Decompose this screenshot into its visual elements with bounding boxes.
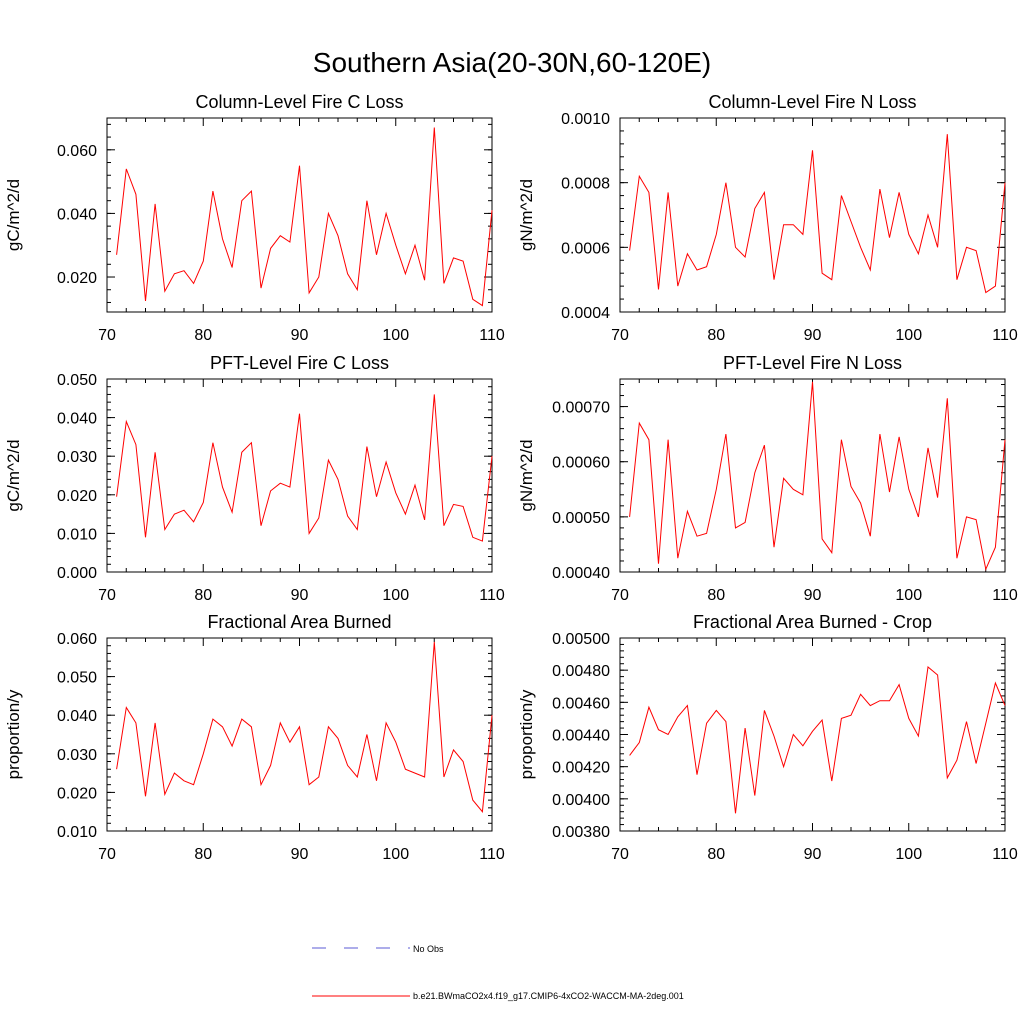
panel-title: Fractional Area Burned - Crop <box>693 612 932 632</box>
x-tick-label: 110 <box>992 327 1018 344</box>
panel-2: Column-Level Fire N Loss gN/m^2/d 70 80 90 10… <box>517 92 1018 344</box>
y-tick-label: 0.00480 <box>552 663 610 680</box>
x-tick-label: 80 <box>194 587 212 604</box>
panel-1: Column-Level Fire C Loss gC/m^2/d 70 80 90 10… <box>4 92 505 344</box>
legend-obs-label: No Obs <box>413 944 444 954</box>
y-tick-label: 0.060 <box>57 631 97 648</box>
series-line <box>116 394 493 542</box>
x-tick-label: 100 <box>382 846 409 863</box>
y-tick-label: 0.00050 <box>552 510 610 527</box>
y-tick-label: 0.050 <box>57 670 97 687</box>
y-tick-label: 0.020 <box>57 488 97 505</box>
panel-title: Column-Level Fire N Loss <box>708 92 916 112</box>
y-tick-label: 0.020 <box>57 270 97 287</box>
y-tick-label: 0.0010 <box>561 111 610 128</box>
x-tick-label: 110 <box>479 327 505 344</box>
y-tick-label: 0.010 <box>57 824 97 841</box>
y-tick-label: 0.00440 <box>552 728 610 745</box>
x-tick-label: 70 <box>611 327 629 344</box>
y-tick-label: 0.040 <box>57 206 97 223</box>
y-tick-label: 0.010 <box>57 526 97 543</box>
plot-frame <box>106 378 493 573</box>
plot-frame <box>619 378 1006 573</box>
series-line <box>629 666 1006 814</box>
x-tick-label: 90 <box>291 327 309 344</box>
x-tick-label: 100 <box>895 846 922 863</box>
x-tick-label: 110 <box>992 587 1018 604</box>
panel-title: Column-Level Fire C Loss <box>195 92 403 112</box>
panels: Column-Level Fire C Loss gC/m^2/d 70 80 90 10… <box>4 92 1018 863</box>
x-tick-label: 90 <box>804 846 822 863</box>
y-tick-label: 0.00060 <box>552 455 610 472</box>
y-axis-label: gC/m^2/d <box>4 439 23 511</box>
y-tick-label: 0.00420 <box>552 760 610 777</box>
y-tick-label: 0.040 <box>57 708 97 725</box>
y-tick-label: 0.00040 <box>552 565 610 582</box>
panel-5: Fractional Area Burned proportion/y 70 80 90… <box>4 612 505 863</box>
x-tick-label: 80 <box>194 327 212 344</box>
x-tick-label: 70 <box>98 327 116 344</box>
y-tick-label: 0.00460 <box>552 695 610 712</box>
x-tick-label: 90 <box>291 587 309 604</box>
series-line <box>116 641 493 813</box>
panel-title: Fractional Area Burned <box>207 612 391 632</box>
panel-3: PFT-Level Fire C Loss gC/m^2/d 70 80 90 100 11… <box>4 353 505 604</box>
x-tick-label: 80 <box>707 846 725 863</box>
x-tick-label: 80 <box>707 327 725 344</box>
y-tick-label: 0.0008 <box>561 176 610 193</box>
x-tick-label: 110 <box>992 846 1018 863</box>
x-tick-label: 110 <box>479 846 505 863</box>
y-tick-label: 0.00400 <box>552 792 610 809</box>
y-tick-label: 0.030 <box>57 449 97 466</box>
panel-title: PFT-Level Fire N Loss <box>723 353 902 373</box>
series-line <box>629 381 1006 571</box>
x-tick-label: 100 <box>895 587 922 604</box>
y-tick-label: 0.00070 <box>552 400 610 417</box>
y-tick-label: 0.00380 <box>552 824 610 841</box>
x-tick-label: 70 <box>98 587 116 604</box>
y-tick-label: 0.030 <box>57 747 97 764</box>
series-line <box>629 134 1006 294</box>
y-axis-label: proportion/y <box>517 689 536 779</box>
y-tick-label: 0.040 <box>57 411 97 428</box>
x-tick-label: 100 <box>382 587 409 604</box>
x-tick-label: 70 <box>611 587 629 604</box>
x-tick-label: 110 <box>479 587 505 604</box>
panel-title: PFT-Level Fire C Loss <box>210 353 389 373</box>
y-axis-label: proportion/y <box>4 689 23 779</box>
y-tick-label: 0.050 <box>57 372 97 389</box>
panel-6: Fractional Area Burned - Crop proportion/… <box>517 612 1018 863</box>
y-tick-label: 0.000 <box>57 565 97 582</box>
x-tick-label: 70 <box>98 846 116 863</box>
y-axis-label: gN/m^2/d <box>517 439 536 511</box>
series-line <box>116 127 493 307</box>
x-tick-label: 80 <box>707 587 725 604</box>
y-axis-label: gN/m^2/d <box>517 179 536 251</box>
legend: No Obs b.e21.BWmaCO2x4.f19_g17.CMIP6-4xC… <box>312 944 684 1001</box>
x-tick-label: 80 <box>194 846 212 863</box>
x-tick-label: 90 <box>291 846 309 863</box>
x-tick-label: 90 <box>804 327 822 344</box>
y-tick-label: 0.0006 <box>561 240 610 257</box>
y-tick-label: 0.0004 <box>561 305 610 322</box>
y-tick-label: 0.020 <box>57 785 97 802</box>
x-tick-label: 100 <box>382 327 409 344</box>
y-tick-label: 0.060 <box>57 143 97 160</box>
legend-model-label: b.e21.BWmaCO2x4.f19_g17.CMIP6-4xCO2-WACC… <box>413 991 684 1001</box>
plot-frame <box>106 637 493 832</box>
plot-frame <box>619 637 1006 832</box>
y-axis-label: gC/m^2/d <box>4 179 23 251</box>
panel-4: PFT-Level Fire N Loss gN/m^2/d 70 80 90 100 11… <box>517 353 1018 604</box>
plot-frame <box>106 117 493 313</box>
main-title: Southern Asia(20-30N,60-120E) <box>313 47 711 78</box>
x-tick-label: 70 <box>611 846 629 863</box>
y-tick-label: 0.00500 <box>552 631 610 648</box>
x-tick-label: 100 <box>895 327 922 344</box>
x-tick-label: 90 <box>804 587 822 604</box>
